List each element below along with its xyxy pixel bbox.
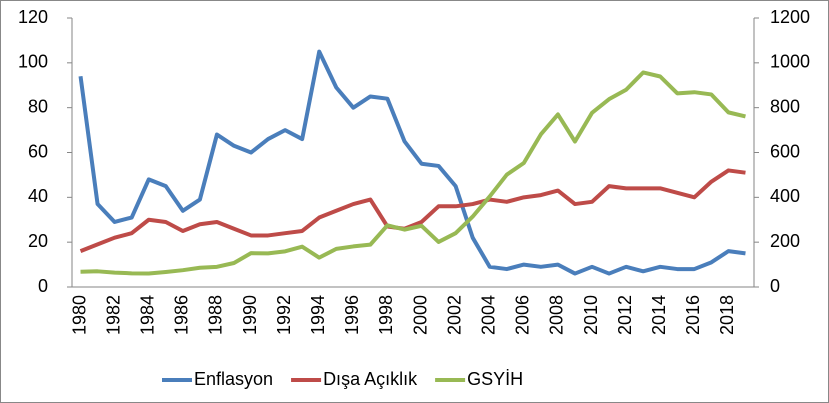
y2-tick-label: 400 (770, 186, 800, 206)
y-tick-label: 40 (28, 186, 48, 206)
x-tick-label: 2006 (513, 295, 533, 335)
x-tick-label: 2008 (547, 295, 567, 335)
x-tick-label: 2002 (444, 295, 464, 335)
legend-label: GSYİH (467, 369, 523, 389)
y-tick-label: 60 (28, 141, 48, 161)
x-tick-label: 2000 (410, 295, 430, 335)
x-tick-label: 1990 (240, 295, 260, 335)
y-tick-label: 80 (28, 96, 48, 116)
y2-tick-label: 1000 (770, 52, 810, 72)
line-series (80, 70, 746, 276)
x-tick-label: 1988 (206, 295, 226, 335)
x-tick-label: 2014 (649, 295, 669, 335)
line-series (78, 49, 746, 276)
x-tick-label: 1994 (308, 295, 328, 335)
y-tick-label: 20 (28, 231, 48, 251)
x-tick-label: 2018 (717, 295, 737, 335)
x-tick-label: 1980 (69, 295, 89, 335)
x-tick-label: 2010 (581, 295, 601, 335)
y2-tick-label: 1200 (770, 7, 810, 27)
x-tick-label: 1984 (137, 295, 157, 335)
x-tick-label: 2012 (615, 295, 635, 335)
x-tick-label: 2016 (683, 295, 703, 335)
x-tick-label: 1982 (103, 295, 123, 335)
x-tick-label: 1992 (274, 295, 294, 335)
y2-tick-label: 0 (770, 276, 780, 296)
line-series (79, 168, 746, 253)
y-tick-label: 120 (18, 7, 48, 27)
x-tick-label: 1986 (172, 295, 192, 335)
y2-tick-label: 200 (770, 231, 800, 251)
y-tick-label: 0 (38, 276, 48, 296)
y-tick-label: 100 (18, 52, 48, 72)
legend-label: Dışa Açıklık (323, 369, 418, 389)
x-tick-label: 2004 (478, 295, 498, 335)
x-tick-label: 1998 (376, 295, 396, 335)
legend-label: Enflasyon (194, 369, 273, 389)
y2-tick-label: 800 (770, 96, 800, 116)
y2-tick-label: 600 (770, 141, 800, 161)
x-tick-label: 1996 (342, 295, 362, 335)
